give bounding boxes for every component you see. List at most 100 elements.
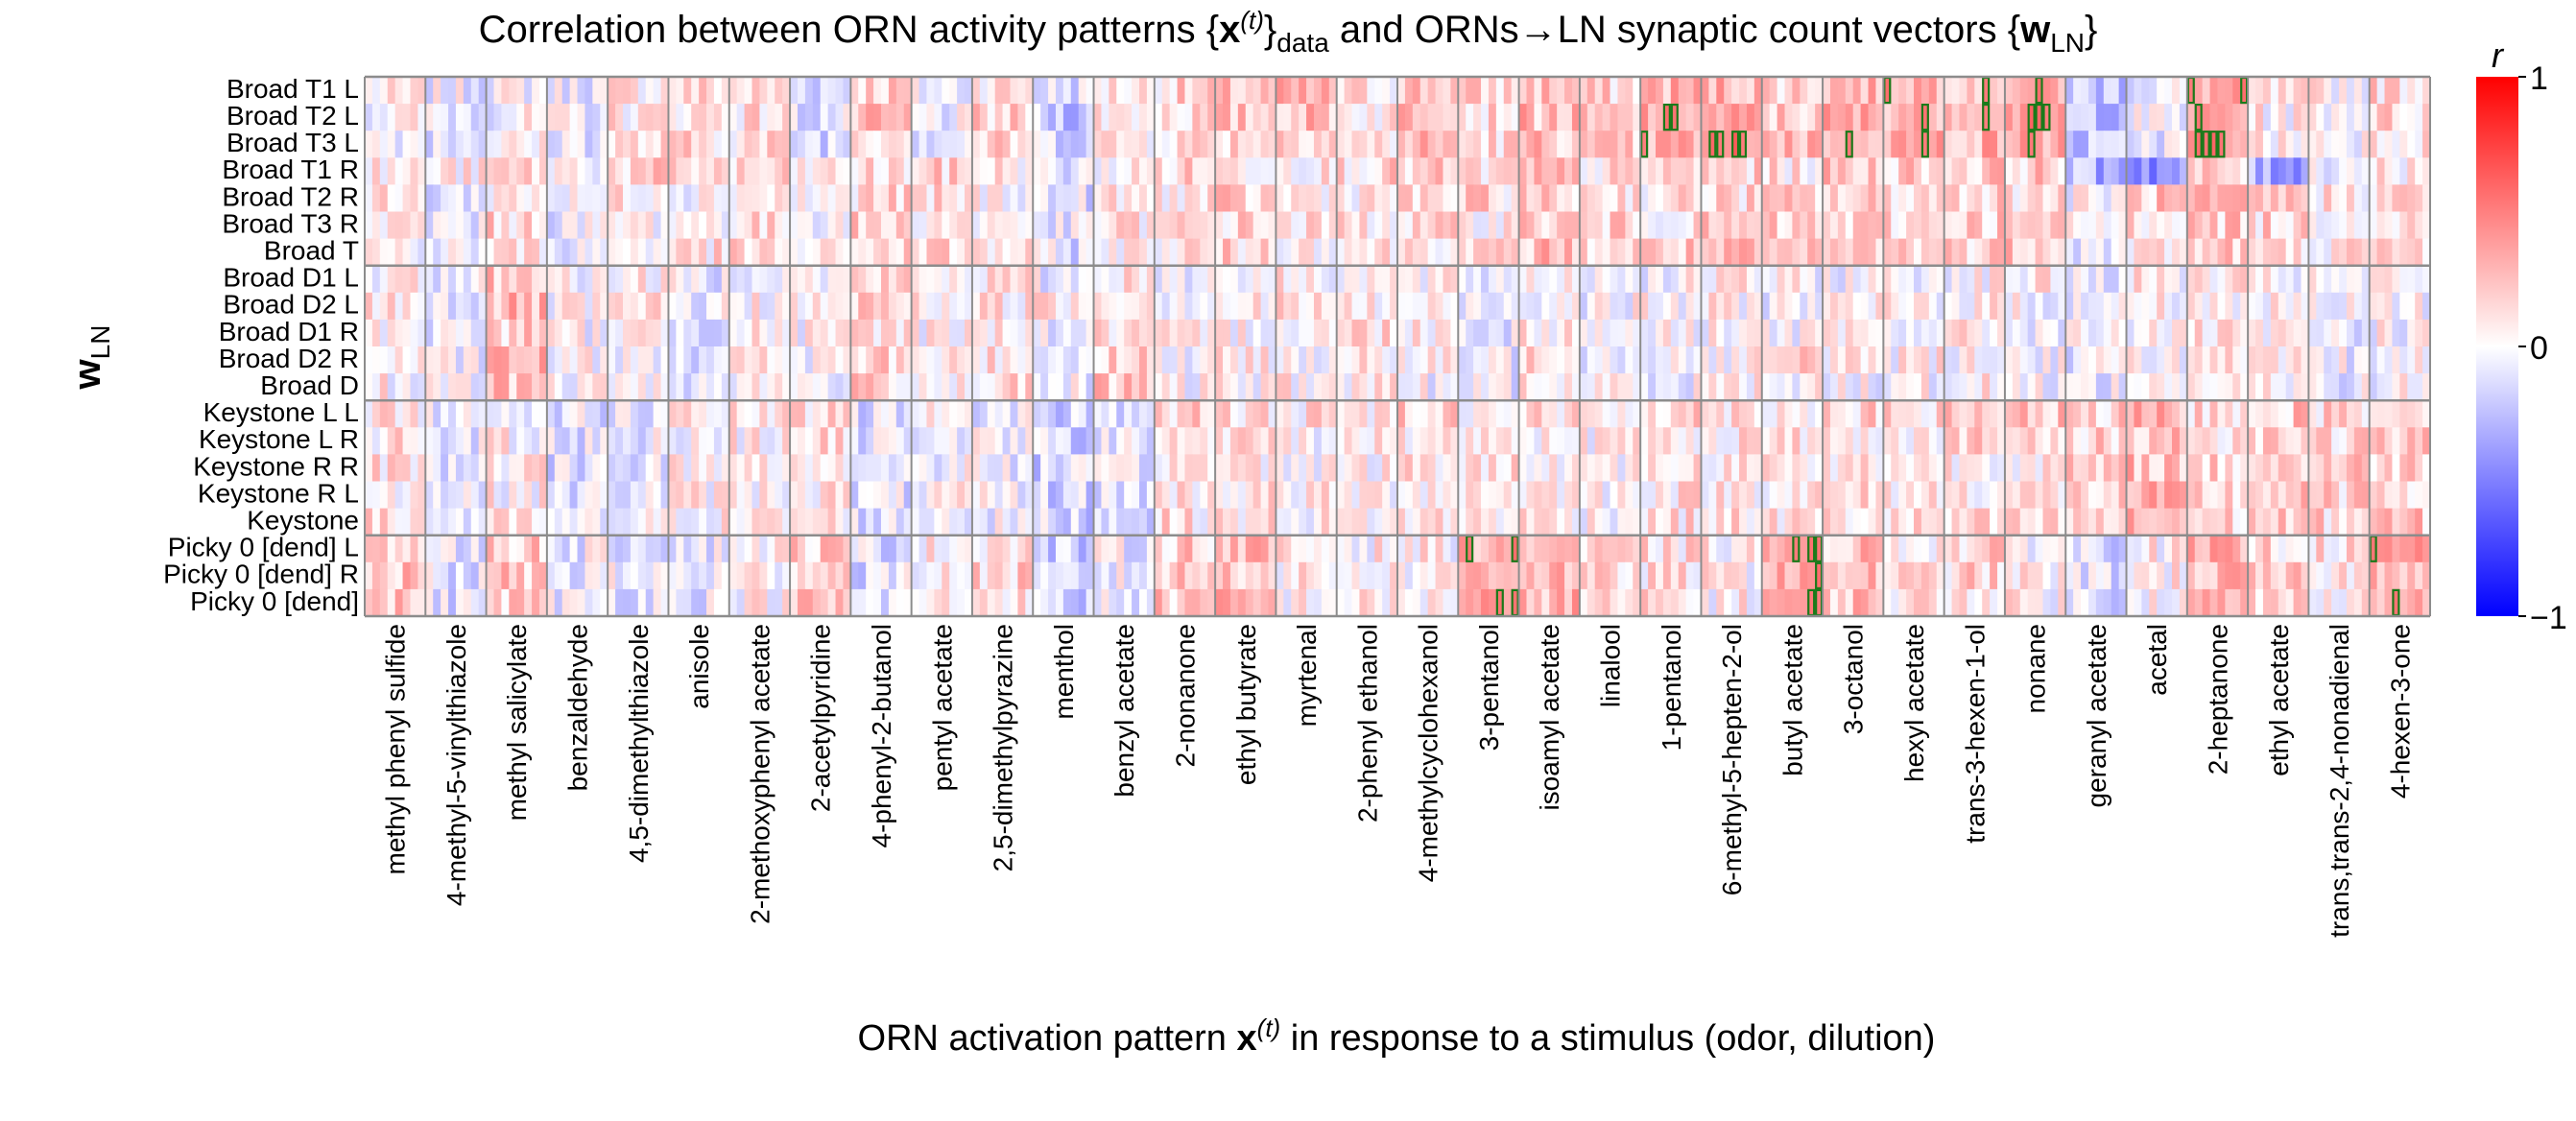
heatmap-cell <box>1526 535 1536 563</box>
heatmap-cell <box>1055 454 1064 483</box>
heatmap-cell <box>2209 131 2219 158</box>
heatmap-cell <box>2118 292 2128 321</box>
heatmap-cell <box>1040 481 1049 510</box>
heatmap-cell <box>1443 400 1451 428</box>
heatmap-cell <box>1374 292 1383 321</box>
heatmap-cell <box>2270 319 2279 347</box>
heatmap-cell <box>2004 454 2014 483</box>
heatmap-cell <box>1321 400 1330 428</box>
heatmap-cell <box>2157 104 2165 131</box>
heatmap-cell <box>1625 346 1634 374</box>
heatmap-cell <box>1670 454 1680 483</box>
heatmap-cell <box>1427 211 1437 240</box>
heatmap-cell <box>668 265 677 294</box>
heatmap-cell <box>1792 319 1801 347</box>
heatmap-cell <box>934 157 942 185</box>
heatmap-cell <box>706 292 715 321</box>
heatmap-cell <box>1245 131 1254 158</box>
heatmap-cell <box>1769 346 1778 374</box>
heatmap-cell <box>736 561 746 590</box>
heatmap-cell <box>653 427 662 455</box>
heatmap-cell <box>1481 373 1490 401</box>
heatmap-cell <box>501 184 510 213</box>
heatmap-cell <box>2217 131 2226 158</box>
heatmap-cell <box>1731 77 1740 105</box>
y-axis-label: wLN <box>66 325 115 391</box>
heatmap-cell <box>1200 373 1208 401</box>
heatmap-cell <box>478 292 488 321</box>
heatmap-cell <box>2293 292 2302 321</box>
heatmap-cell <box>911 319 920 347</box>
heatmap-cell <box>1169 211 1179 240</box>
heatmap-cell <box>881 77 890 105</box>
heatmap-cell <box>1769 535 1778 563</box>
heatmap-cell <box>1845 211 1854 240</box>
heatmap-cell <box>918 561 928 590</box>
heatmap-cell <box>493 561 503 590</box>
heatmap-cell <box>1625 211 1634 240</box>
heatmap-cell <box>600 157 608 185</box>
heatmap-cell <box>538 561 548 590</box>
heatmap-cell <box>653 535 662 563</box>
heatmap-cell <box>706 265 715 294</box>
heatmap-cell <box>2293 131 2302 158</box>
heatmap-cell <box>1132 454 1140 483</box>
heatmap-cell <box>2248 508 2256 537</box>
heatmap-cell <box>1541 184 1550 213</box>
heatmap-cell <box>394 104 404 131</box>
heatmap-cell <box>926 346 935 374</box>
heatmap-cell <box>637 238 647 267</box>
heatmap-cell <box>1753 373 1763 401</box>
heatmap-cell <box>2134 157 2142 185</box>
heatmap-cell <box>1374 184 1383 213</box>
heatmap-cell <box>1177 211 1186 240</box>
heatmap-cell <box>949 104 958 131</box>
heatmap-cell <box>1412 454 1421 483</box>
heatmap-cell <box>1701 238 1709 267</box>
heatmap-cell <box>379 561 389 590</box>
heatmap-cell <box>2012 157 2021 185</box>
heatmap-cell <box>1951 184 1961 213</box>
heatmap-cell <box>2285 373 2295 401</box>
heatmap-cell <box>827 427 837 455</box>
heatmap-cell <box>1852 346 1862 374</box>
heatmap-cell <box>1518 77 1528 105</box>
heatmap-cell <box>775 211 783 240</box>
heatmap-cell <box>1093 319 1103 347</box>
heatmap-cell <box>2194 400 2204 428</box>
heatmap-cell <box>561 157 571 185</box>
heatmap-cell <box>501 561 510 590</box>
heatmap-cell <box>1252 373 1262 401</box>
heatmap-cell <box>2384 346 2394 374</box>
heatmap-cell <box>1571 77 1581 105</box>
heatmap-cell <box>790 346 799 374</box>
heatmap-cell <box>2331 77 2340 105</box>
heatmap-cell <box>1450 319 1459 347</box>
heatmap-cell <box>608 265 616 294</box>
heatmap-cell <box>971 104 981 131</box>
heatmap-cell <box>2232 454 2241 483</box>
heatmap-cell <box>1336 292 1346 321</box>
heatmap-cell <box>1967 508 1975 537</box>
heatmap-cell <box>608 292 616 321</box>
heatmap-cell <box>881 427 890 455</box>
heatmap-cell <box>2149 184 2158 213</box>
heatmap-cell <box>1792 131 1801 158</box>
heatmap-cell <box>1670 400 1680 428</box>
heatmap-cell <box>615 400 624 428</box>
heatmap-cell <box>1177 238 1186 267</box>
heatmap-cell <box>2392 400 2400 428</box>
heatmap-cell <box>1109 481 1117 510</box>
heatmap-cell <box>728 211 738 240</box>
title-lead: Correlation between ORN activity pattern… <box>479 9 1219 51</box>
heatmap-cell <box>2103 184 2112 213</box>
heatmap-cell <box>1419 238 1429 267</box>
heatmap-cell <box>1397 400 1406 428</box>
heatmap-cell <box>2157 157 2165 185</box>
heatmap-cell <box>1708 427 1717 455</box>
heatmap-cell <box>1048 104 1057 131</box>
heatmap-cell <box>1503 131 1513 158</box>
heatmap-cell <box>2095 319 2105 347</box>
heatmap-cell <box>994 400 1004 428</box>
heatmap-cell <box>660 157 670 185</box>
